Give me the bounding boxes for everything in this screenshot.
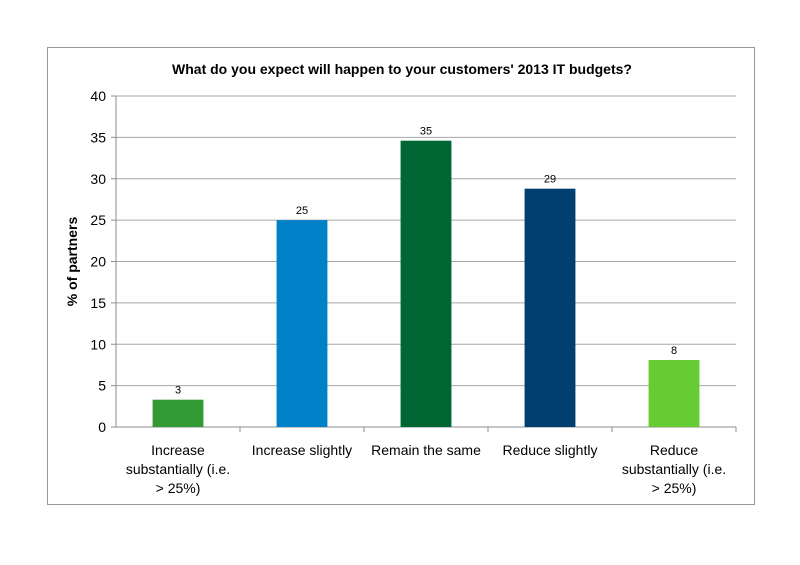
bar <box>152 399 204 427</box>
y-tick-label: 0 <box>98 419 106 435</box>
bar-chart: 0 5 10 15 20 25 30 35 40 3 Increase substantially (… <box>64 88 737 496</box>
bar <box>400 140 452 427</box>
x-category-label: Reduce slightly <box>503 442 598 458</box>
data-label: 25 <box>296 205 308 217</box>
bar <box>524 188 576 427</box>
x-category-label: Increase slightly <box>252 442 352 458</box>
y-tick-label: 30 <box>90 171 106 187</box>
y-axis-label: % of partners <box>64 217 80 307</box>
y-tick-label: 20 <box>90 254 106 270</box>
x-category-label: Reduce substantially (i.e. > 25%) <box>622 442 726 496</box>
x-category-label: Increase substantially (i.e. > 25%) <box>126 442 230 496</box>
data-label: 35 <box>420 126 432 138</box>
data-label: 3 <box>175 385 181 397</box>
x-category-label: Remain the same <box>371 442 481 458</box>
y-tick-label: 5 <box>98 378 106 394</box>
y-tick-label: 10 <box>90 336 106 352</box>
chart-frame: What do you expect will happen to your c… <box>47 47 755 505</box>
bar <box>276 220 328 427</box>
bar <box>648 359 700 427</box>
data-label: 29 <box>544 174 556 186</box>
y-tick-label: 40 <box>90 88 106 104</box>
bars <box>152 140 700 427</box>
chart-title: What do you expect will happen to your c… <box>172 61 632 77</box>
y-tick-label: 35 <box>90 129 106 145</box>
data-label: 8 <box>671 345 677 357</box>
y-tick-label: 15 <box>90 295 106 311</box>
labels: 0 5 10 15 20 25 30 35 40 3 Increase substantially (… <box>90 88 726 496</box>
y-tick-label: 25 <box>90 212 106 228</box>
